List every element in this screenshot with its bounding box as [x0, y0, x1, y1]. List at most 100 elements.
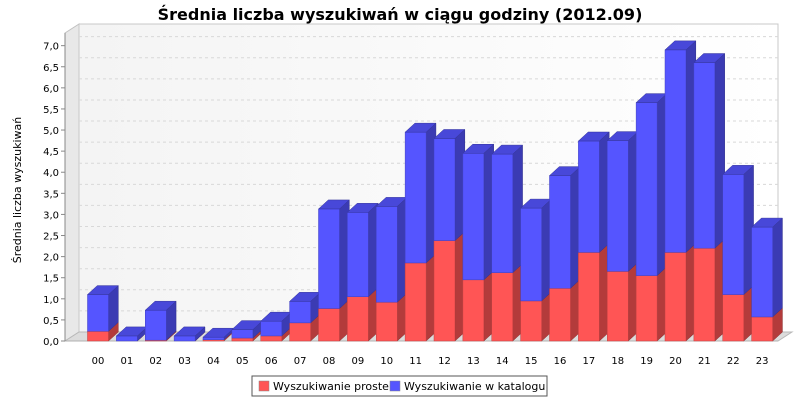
bar-katalog-13 [462, 152, 485, 281]
bar-proste-11 [404, 262, 427, 342]
bar-proste-00 [87, 331, 109, 342]
bar-top-katalog-14 [491, 144, 524, 155]
y-tick-label: 6,0 [43, 84, 59, 95]
x-tick-label-22: 22 [727, 356, 740, 367]
y-tick-label: 6,5 [43, 63, 59, 74]
bar-top-katalog-23 [750, 217, 784, 228]
bar-katalog-20 [664, 49, 687, 253]
x-tick-label-02: 02 [149, 356, 162, 367]
y-tick-label: 2,0 [43, 253, 59, 264]
legend-swatch-proste [258, 380, 270, 392]
y-tick-label: 7,0 [43, 42, 59, 53]
y-tick-label: 5,5 [43, 105, 59, 116]
x-tick-label-10: 10 [380, 356, 393, 367]
bar-katalog-15 [520, 207, 542, 302]
x-tick-label-15: 15 [525, 356, 538, 367]
x-tick-label-01: 01 [121, 356, 134, 367]
bar-top-katalog-02 [144, 300, 177, 311]
bar-side-katalog-23 [772, 217, 783, 318]
y-tick-label: 0,0 [43, 337, 59, 348]
bar-katalog-08 [318, 208, 340, 309]
bar-katalog-22 [722, 174, 744, 295]
x-tick-label-16: 16 [554, 356, 567, 367]
bar-katalog-11 [404, 131, 427, 264]
plot-area: 0,0 0,5 1,0 1,5 2,0 2,5 3,0 3,5 4,0 4,5 5,0 5,5 6,0 6… [43, 23, 794, 367]
legend-label-katalog: Wyszukiwanie w katalogu [404, 380, 545, 393]
bar-katalog-19 [635, 102, 658, 276]
bar-katalog-12 [433, 138, 456, 241]
bar-katalog-21 [693, 62, 716, 249]
y-axis-label: Średnia liczba wyszukiwań [11, 117, 24, 264]
bar-proste-20 [664, 252, 687, 342]
bar-katalog-14 [491, 153, 513, 273]
bar-katalog-04 [202, 336, 225, 340]
x-tick-label-04: 04 [207, 356, 220, 367]
x-tick-label-11: 11 [409, 356, 422, 367]
x-tick-label-18: 18 [611, 356, 624, 367]
bar-proste-19 [635, 275, 658, 342]
x-tick-label-09: 09 [352, 356, 365, 367]
bar-proste-16 [549, 288, 571, 342]
legend: Wyszukiwanie proste Wyszukiwanie w katal… [251, 375, 548, 397]
bar-katalog-02 [145, 309, 167, 341]
bar-proste-12 [433, 240, 456, 342]
y-tick-label: 1,0 [43, 295, 59, 306]
bar-katalog-03 [173, 335, 196, 342]
bar-top-katalog-22 [722, 165, 755, 175]
bar-proste-17 [578, 252, 600, 342]
bar-top-katalog-03 [173, 326, 206, 337]
x-tick-label-21: 21 [698, 356, 711, 367]
x-tick-label-23: 23 [756, 356, 769, 367]
bar-proste-23 [751, 316, 773, 342]
bar-katalog-05 [231, 329, 254, 339]
bar-top-katalog-13 [462, 143, 495, 154]
y-tick-label: 2,5 [43, 232, 59, 243]
bar-proste-06 [260, 335, 282, 342]
bar-katalog-16 [549, 175, 571, 289]
bar-proste-15 [520, 300, 542, 342]
bar-top-katalog-11 [404, 122, 437, 133]
y-tick-label: 3,5 [43, 189, 59, 200]
bar-katalog-23 [751, 226, 773, 318]
bar-top-katalog-12 [433, 129, 466, 139]
legend-label-proste: Wyszukiwanie proste [273, 380, 389, 393]
x-tick-label-07: 07 [294, 356, 307, 367]
bar-proste-21 [693, 247, 716, 342]
x-tick-label-03: 03 [178, 356, 191, 367]
bar-proste-14 [491, 272, 513, 342]
bar-top-katalog-21 [693, 53, 726, 63]
y-tick-label: 1,5 [43, 274, 59, 285]
bar-proste-13 [462, 279, 485, 342]
bar-proste-05 [231, 337, 254, 342]
y-tick-label: 4,5 [43, 147, 59, 158]
x-tick-label-17: 17 [583, 356, 596, 367]
bar-proste-18 [607, 271, 629, 342]
x-tick-label-12: 12 [438, 356, 451, 367]
y-tick-label: 5,0 [43, 126, 59, 137]
bar-top-katalog-17 [577, 131, 610, 142]
bar-proste-07 [289, 322, 311, 342]
bar-katalog-18 [607, 140, 629, 272]
bar-katalog-17 [578, 140, 600, 253]
bar-proste-09 [347, 296, 369, 342]
bar-top-katalog-20 [664, 40, 697, 51]
bar-katalog-07 [289, 301, 311, 324]
bar-katalog-10 [376, 206, 398, 303]
x-tick-label-00: 00 [92, 356, 105, 367]
x-tick-label-20: 20 [669, 356, 682, 367]
bar-top-katalog-08 [317, 199, 350, 210]
y-tick-label: 3,0 [43, 210, 59, 221]
bar-top-katalog-09 [346, 203, 379, 213]
x-tick-label-19: 19 [640, 356, 653, 367]
left-wall [64, 23, 80, 342]
x-tick-label-08: 08 [323, 356, 336, 367]
bar-proste-10 [376, 301, 398, 342]
x-tick-label-06: 06 [265, 356, 278, 367]
y-tick-label: 0,5 [43, 316, 59, 327]
x-tick-label-14: 14 [496, 356, 509, 367]
y-tick-label: 4,0 [43, 168, 59, 179]
bar-katalog-01 [116, 335, 138, 342]
bar-katalog-00 [87, 294, 109, 332]
